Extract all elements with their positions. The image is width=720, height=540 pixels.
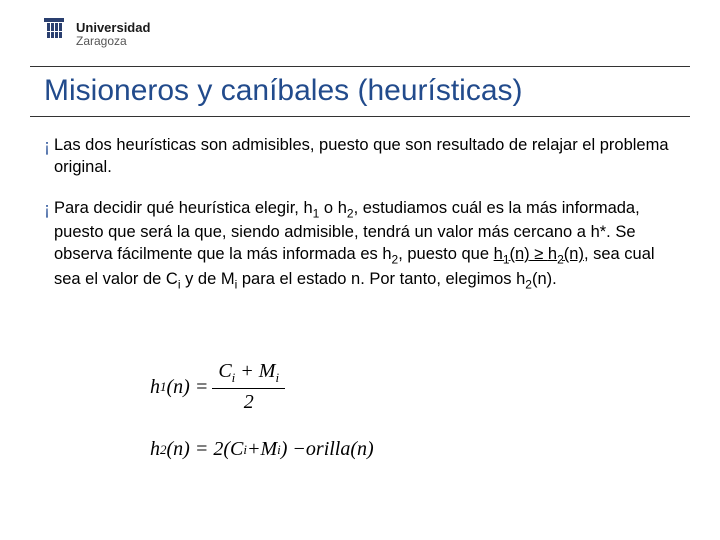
text-run: M — [260, 438, 277, 461]
text-run: + — [247, 438, 261, 461]
inequality: h1(n) ≥ h2(n) — [494, 245, 584, 263]
title-rule-bottom — [30, 116, 690, 117]
bullet-mark-icon: ¡ — [44, 134, 50, 179]
text-run: (n) — [510, 245, 530, 263]
text-run: ≥ — [530, 245, 548, 263]
logo-text-line2: Zaragoza — [76, 35, 150, 48]
subscript: i — [275, 370, 279, 385]
title-rule-top — [30, 66, 690, 67]
content-area: ¡ Las dos heurísticas son admisibles, pu… — [44, 134, 684, 310]
formula-h1: h1(n) = Ci + Mi 2 — [150, 360, 374, 414]
fraction: Ci + Mi 2 — [212, 360, 285, 414]
formulas-block: h1(n) = Ci + Mi 2 h2(n) = 2(Ci + Mi) − o… — [150, 360, 374, 485]
fraction-numerator: Ci + Mi — [212, 360, 285, 389]
subscript: 2 — [557, 253, 564, 267]
bullet-item: ¡ Para decidir qué heurística elegir, h 1… — [44, 197, 684, 293]
text-run: (n) — [564, 245, 584, 263]
text-run: h — [494, 245, 503, 263]
logo-text-line1: Universidad — [76, 21, 150, 35]
text-run: M — [259, 360, 276, 382]
text-run: y de M — [181, 270, 235, 288]
subscript: 2 — [525, 277, 532, 291]
text-run: o h — [319, 199, 347, 217]
text-run: + — [235, 360, 259, 382]
text-run: (n) = — [167, 376, 209, 399]
text-run: (n) — [350, 438, 373, 461]
university-logo: Universidad Zaragoza — [42, 18, 150, 50]
bullet-mark-icon: ¡ — [44, 197, 50, 293]
text-run: C — [230, 438, 243, 461]
subscript: 1 — [503, 253, 510, 267]
text-run: C — [218, 360, 231, 382]
bullet-item: ¡ Las dos heurísticas son admisibles, pu… — [44, 134, 684, 179]
text-run: h — [150, 438, 160, 461]
bullet-text: Para decidir qué heurística elegir, h 1 o… — [54, 197, 684, 293]
text-run: (n) = 2( — [167, 438, 230, 461]
subscript: 2 — [347, 206, 354, 220]
slide-title: Misioneros y caníbales (heurísticas) — [44, 74, 523, 108]
text-run: orilla — [306, 438, 350, 461]
text-run: Para decidir qué heurística elegir, h — [54, 199, 313, 217]
text-run: h — [150, 376, 160, 399]
text-run: h — [548, 245, 557, 263]
text-run: (n). — [532, 270, 557, 288]
text-run: , puesto que — [398, 245, 493, 263]
text-run: ) − — [281, 438, 306, 461]
text-run: para el estado n. Por tanto, elegimos h — [237, 270, 525, 288]
formula-h2: h2(n) = 2(Ci + Mi) − orilla(n) — [150, 438, 374, 461]
fraction-denominator: 2 — [244, 389, 254, 414]
logo-mark — [42, 18, 66, 50]
bullet-text: Las dos heurísticas son admisibles, pues… — [54, 134, 684, 179]
